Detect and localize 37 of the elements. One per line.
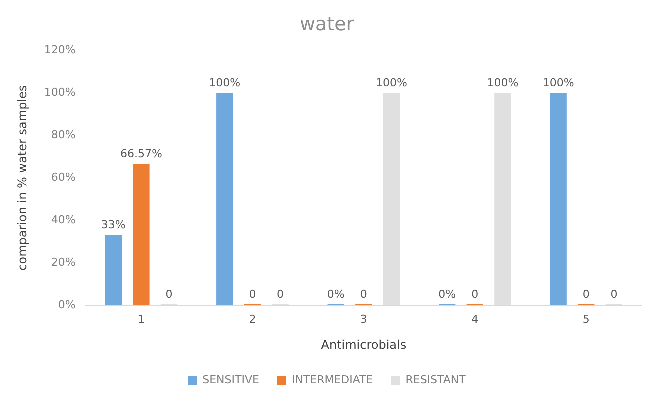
y-tick-label: 40% (51, 213, 76, 226)
chart-title: water (300, 13, 354, 36)
data-label: 0 (249, 288, 256, 301)
x-axis-title: Antimicrobials (321, 338, 407, 352)
bar (550, 93, 567, 306)
data-label: 0 (472, 288, 479, 301)
y-tick-label: 80% (51, 128, 76, 142)
data-label: 100% (209, 76, 241, 90)
data-label: 100% (542, 76, 574, 90)
data-label: 0 (360, 288, 368, 301)
y-tick-label: 120% (44, 44, 76, 57)
data-label: 33% (101, 218, 126, 232)
x-tick-label: 2 (249, 312, 256, 326)
y-tick-label: 20% (51, 256, 76, 269)
y-tick-label: 60% (51, 170, 76, 184)
legend-label: INTERMEDIATE (292, 373, 374, 386)
bar (216, 93, 234, 306)
data-label: 0 (166, 288, 173, 301)
data-label: 100% (487, 76, 519, 90)
data-label: 66.57% (120, 148, 162, 161)
y-axis-title: comparion in % water samples (15, 85, 30, 271)
data-label: 100% (376, 76, 408, 90)
bar (105, 235, 122, 306)
legend-label: RESISTANT (406, 373, 466, 386)
bar (133, 164, 150, 306)
legend-label: SENSITIVE (202, 373, 260, 386)
y-tick-label: 100% (44, 86, 76, 100)
y-tick-label: 0% (58, 298, 76, 312)
x-tick-label: 3 (360, 312, 368, 326)
x-tick-label: 4 (472, 312, 479, 326)
x-tick-label: 1 (138, 312, 145, 326)
x-tick-label: 5 (582, 312, 590, 326)
data-label: 0 (277, 288, 284, 301)
data-label: 0% (438, 288, 456, 301)
data-label: 0 (582, 288, 590, 301)
data-label: 0 (610, 288, 618, 301)
data-label: 0% (327, 288, 345, 301)
